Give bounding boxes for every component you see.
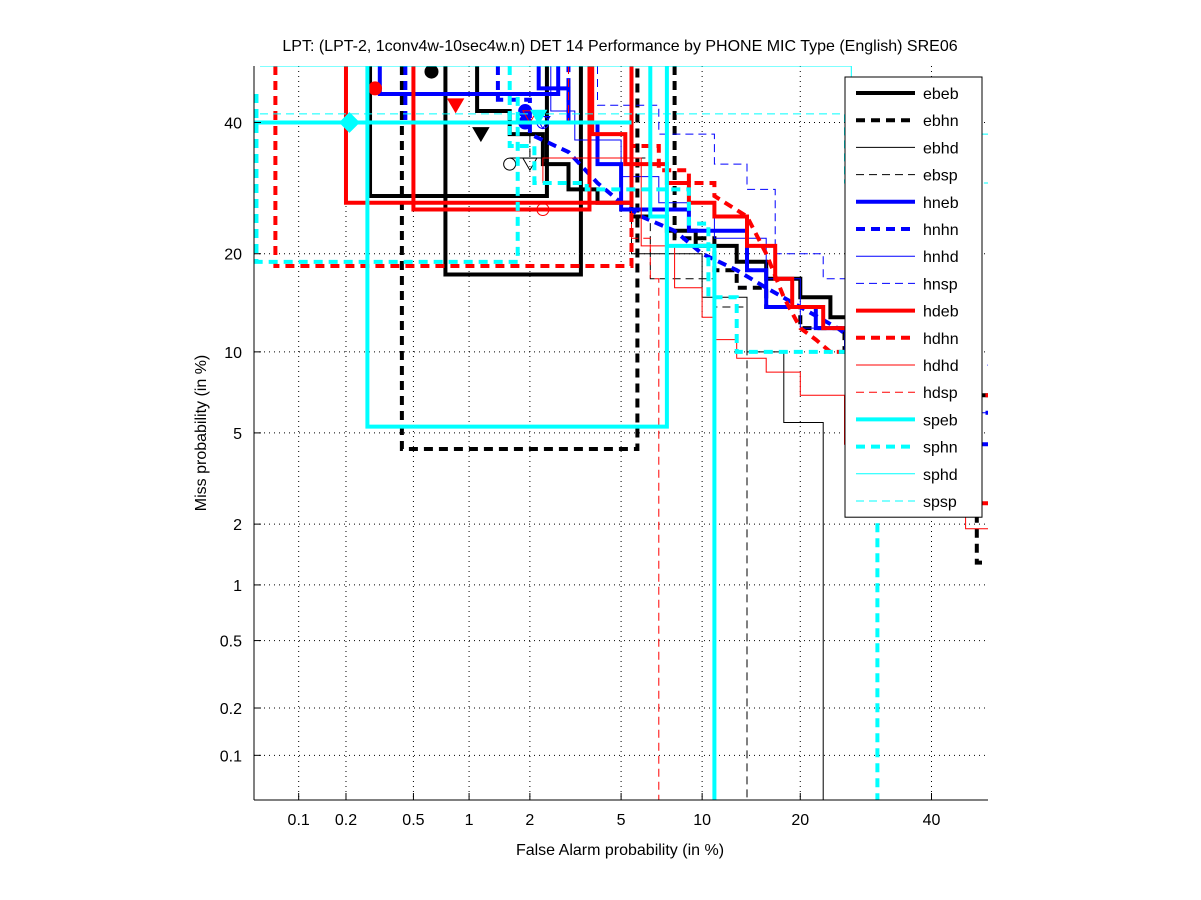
x-tick-label: 2 — [525, 812, 534, 829]
hdhn-confidence-box — [273, 66, 634, 268]
legend-item-hdeb: hdeb — [856, 304, 959, 321]
sphn-confidence-box — [254, 94, 520, 264]
speb-marker — [339, 112, 360, 133]
x-tick-label: 0.5 — [402, 812, 424, 829]
ebeb-confidence-box — [443, 66, 583, 277]
x-tick-label: 0.1 — [288, 812, 310, 829]
hdhn-marker — [446, 98, 465, 114]
x-axis-label: False Alarm probability (in %) — [516, 842, 724, 859]
series-sphn — [254, 66, 880, 800]
hdeb-confidence-box — [411, 66, 592, 212]
hnsp-det-curve — [597, 66, 988, 366]
legend-label: speb — [923, 412, 958, 429]
series-spsp — [260, 113, 988, 184]
hdeb-marker — [368, 81, 383, 96]
y-tick-label: 5 — [233, 426, 242, 443]
legend-item-speb: speb — [856, 412, 958, 429]
legend-item-hdsp: hdsp — [856, 385, 958, 402]
ebhd-marker — [503, 157, 517, 171]
x-tick-label: 0.2 — [335, 812, 357, 829]
x-tick-label: 10 — [693, 812, 711, 829]
legend-item-ebhd: ebhd — [856, 140, 959, 157]
legend-label: spsp — [923, 494, 957, 511]
legend-item-spsp: spsp — [856, 494, 957, 511]
ebeb-confidence-box — [368, 66, 549, 199]
y-ticks: 0.1 0.2 0.5 1 2 5 10 20 40 — [220, 116, 261, 765]
legend-label: hdeb — [923, 304, 959, 321]
y-tick-label: 2 — [233, 517, 242, 534]
ebeb-marker — [424, 66, 439, 79]
legend-label: ebeb — [923, 86, 959, 103]
hdsp-marker — [522, 110, 538, 124]
legend-item-ebeb: ebeb — [856, 86, 959, 103]
legend-item-hdhn: hdhn — [856, 331, 959, 348]
legend-label: hdhd — [923, 358, 959, 375]
legend-label: hnhn — [923, 222, 959, 239]
y-tick-label: 10 — [224, 345, 242, 362]
spsp-det-curve — [260, 113, 988, 184]
ebhn-marker — [472, 127, 490, 143]
ebhn-confidence-box — [399, 66, 640, 451]
legend-item-hnhn: hnhn — [856, 222, 959, 239]
legend-item-sphn: sphn — [856, 440, 958, 457]
legend-item-hnsp: hnsp — [856, 276, 958, 293]
legend-label: hdsp — [923, 385, 958, 402]
hdhn-det-curve — [629, 66, 988, 398]
chart-title: LPT: (LPT-2, 1conv4w-10sec4w.n) DET 14 P… — [282, 38, 957, 55]
legend-item-hdhd: hdhd — [856, 358, 959, 375]
legend-label: ebhn — [923, 113, 959, 130]
legend-item-hnhd: hnhd — [856, 249, 959, 266]
legend-label: ebhd — [923, 140, 959, 157]
y-tick-label: 40 — [224, 116, 242, 133]
legend-box — [844, 76, 983, 518]
legend-item-ebhn: ebhn — [856, 113, 959, 130]
legend-label: hneb — [923, 195, 959, 212]
legend-label: hdhn — [923, 331, 959, 348]
legend-label: hnhd — [923, 249, 959, 266]
legend: ebeb ebhn ebhd ebsp hneb hnhn hnhd hnsp hdeb hdhn… — [844, 76, 983, 518]
x-tick-label: 5 — [617, 812, 626, 829]
legend-label: hnsp — [923, 276, 958, 293]
x-tick-label: 1 — [465, 812, 474, 829]
legend-item-sphd: sphd — [856, 467, 958, 484]
x-tick-label: 20 — [791, 812, 809, 829]
series-speb — [254, 66, 717, 800]
legend-item-ebsp: ebsp — [856, 168, 958, 185]
y-tick-label: 20 — [224, 247, 242, 264]
legend-label: sphd — [923, 467, 958, 484]
y-tick-label: 1 — [233, 578, 242, 595]
speb-det-curve — [648, 66, 717, 800]
sphn-det-curve — [507, 66, 880, 800]
series-hdhn — [273, 66, 988, 398]
y-tick-label: 0.1 — [220, 748, 242, 765]
y-tick-label: 0.5 — [220, 634, 242, 651]
hdhd-marker — [536, 203, 550, 217]
y-axis-label: Miss probability (in %) — [193, 355, 210, 511]
x-ticks: 0.1 0.2 0.5 1 2 5 10 20 40 — [288, 793, 941, 829]
legend-label: ebsp — [923, 168, 958, 185]
y-tick-label: 0.2 — [220, 701, 242, 718]
x-tick-label: 40 — [923, 812, 941, 829]
legend-label: sphn — [923, 440, 958, 457]
legend-item-hneb: hneb — [856, 195, 959, 212]
hneb-confidence-box — [377, 66, 561, 97]
